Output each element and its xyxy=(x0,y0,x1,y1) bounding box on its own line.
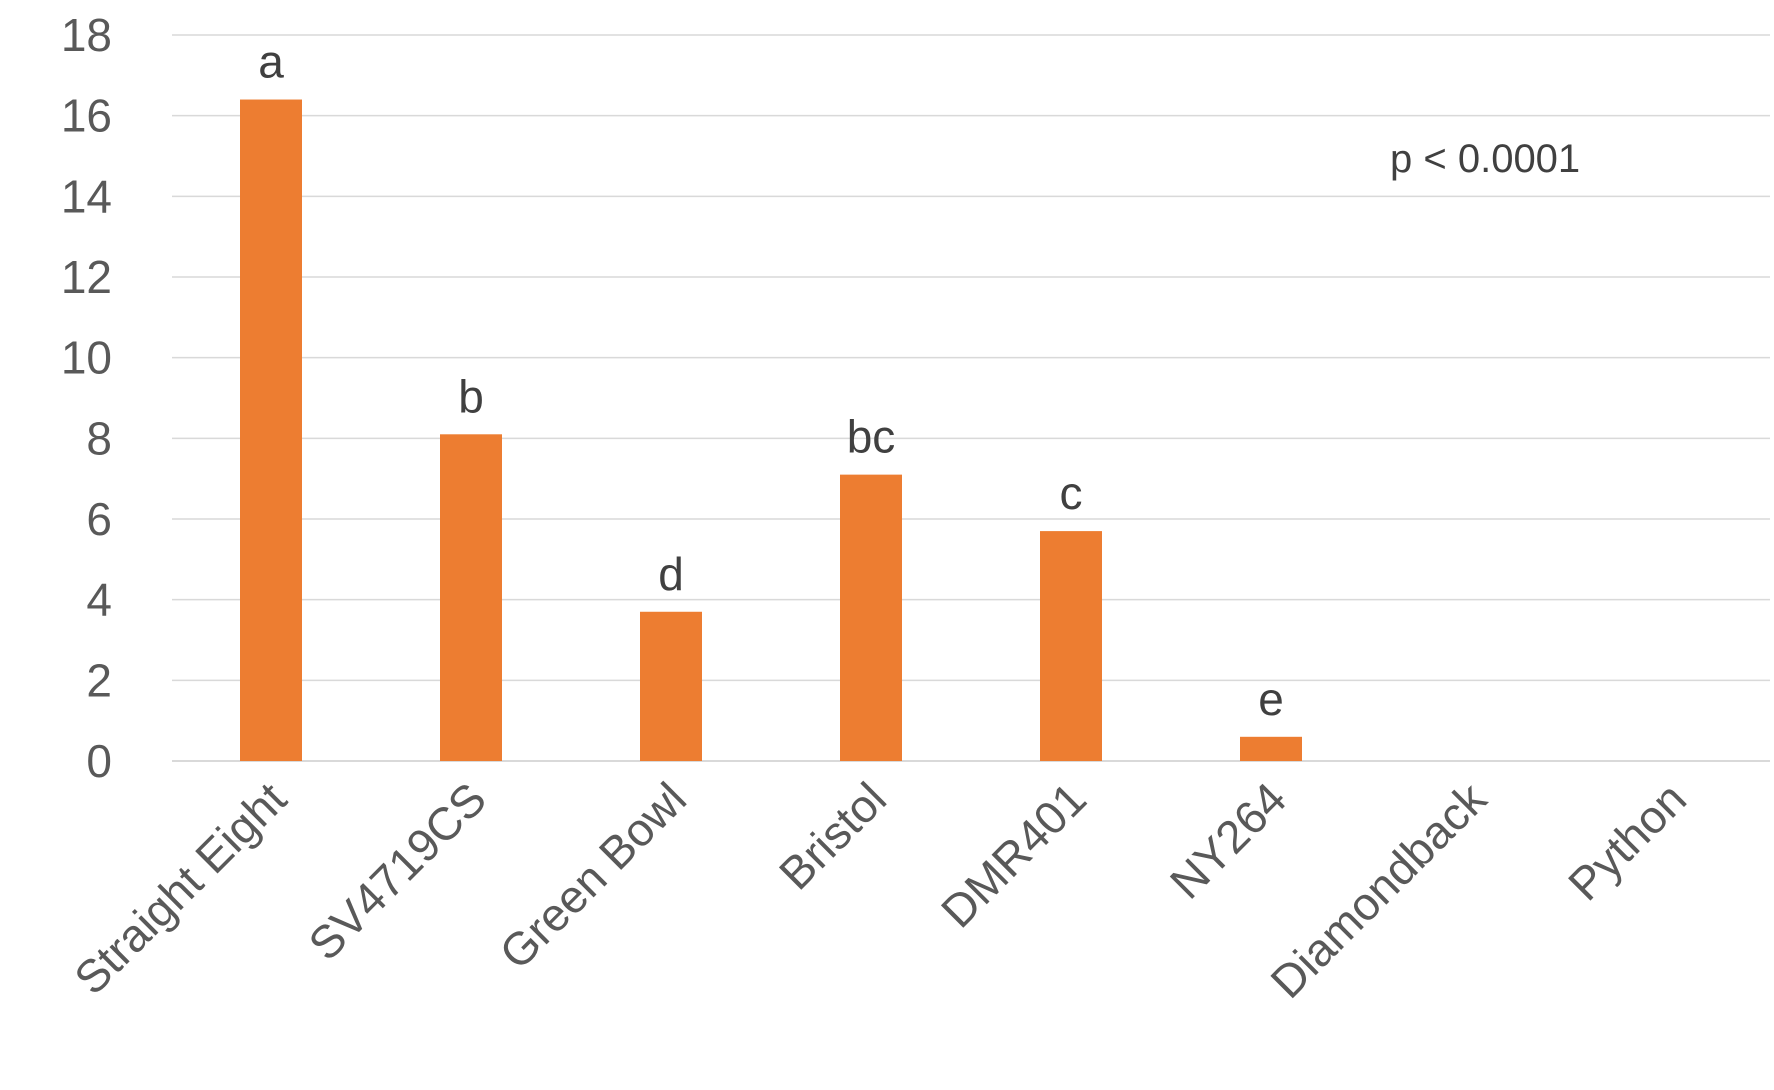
category-label-straight-eight: Straight Eight xyxy=(64,772,296,1004)
category-label-bristol: Bristol xyxy=(769,772,896,899)
data-label-ny264: e xyxy=(1258,673,1284,725)
bar-green-bowl xyxy=(640,611,702,761)
bars xyxy=(240,99,1302,762)
y-axis-tick-labels: 0 2 4 6 8 10 12 14 16 18 xyxy=(61,9,112,787)
category-label-python: Python xyxy=(1558,772,1696,910)
data-label-bristol: bc xyxy=(847,411,896,463)
p-value-annotation: p < 0.0001 xyxy=(1390,137,1580,181)
y-tick-label-16: 16 xyxy=(61,90,112,142)
category-label-diamondback: Diamondback xyxy=(1260,772,1496,1008)
y-tick-label-10: 10 xyxy=(61,332,112,384)
data-labels: a b d bc c e xyxy=(258,36,1284,725)
category-label-sv4719cs: SV4719CS xyxy=(298,772,496,970)
data-label-green-bowl: d xyxy=(658,548,684,600)
y-tick-label-6: 6 xyxy=(86,493,112,545)
y-tick-label-14: 14 xyxy=(61,170,112,222)
y-tick-label-18: 18 xyxy=(61,9,112,61)
bar-dmr401 xyxy=(1040,531,1102,761)
bar-sv4719cs xyxy=(440,434,502,761)
category-label-green-bowl: Green Bowl xyxy=(489,772,696,979)
data-label-dmr401: c xyxy=(1060,467,1083,519)
bar-ny264 xyxy=(1240,736,1302,761)
bar-bristol xyxy=(840,474,902,761)
y-tick-label-8: 8 xyxy=(86,412,112,464)
bar-straight-eight xyxy=(240,99,302,762)
category-label-dmr401: DMR401 xyxy=(931,772,1096,937)
y-tick-label-0: 0 xyxy=(86,735,112,787)
data-label-sv4719cs: b xyxy=(458,370,484,422)
y-tick-label-2: 2 xyxy=(86,654,112,706)
category-label-ny264: NY264 xyxy=(1160,772,1296,908)
data-label-straight-eight: a xyxy=(258,36,284,88)
y-tick-label-12: 12 xyxy=(61,251,112,303)
y-tick-label-4: 4 xyxy=(86,574,112,626)
gridlines xyxy=(172,34,1770,762)
